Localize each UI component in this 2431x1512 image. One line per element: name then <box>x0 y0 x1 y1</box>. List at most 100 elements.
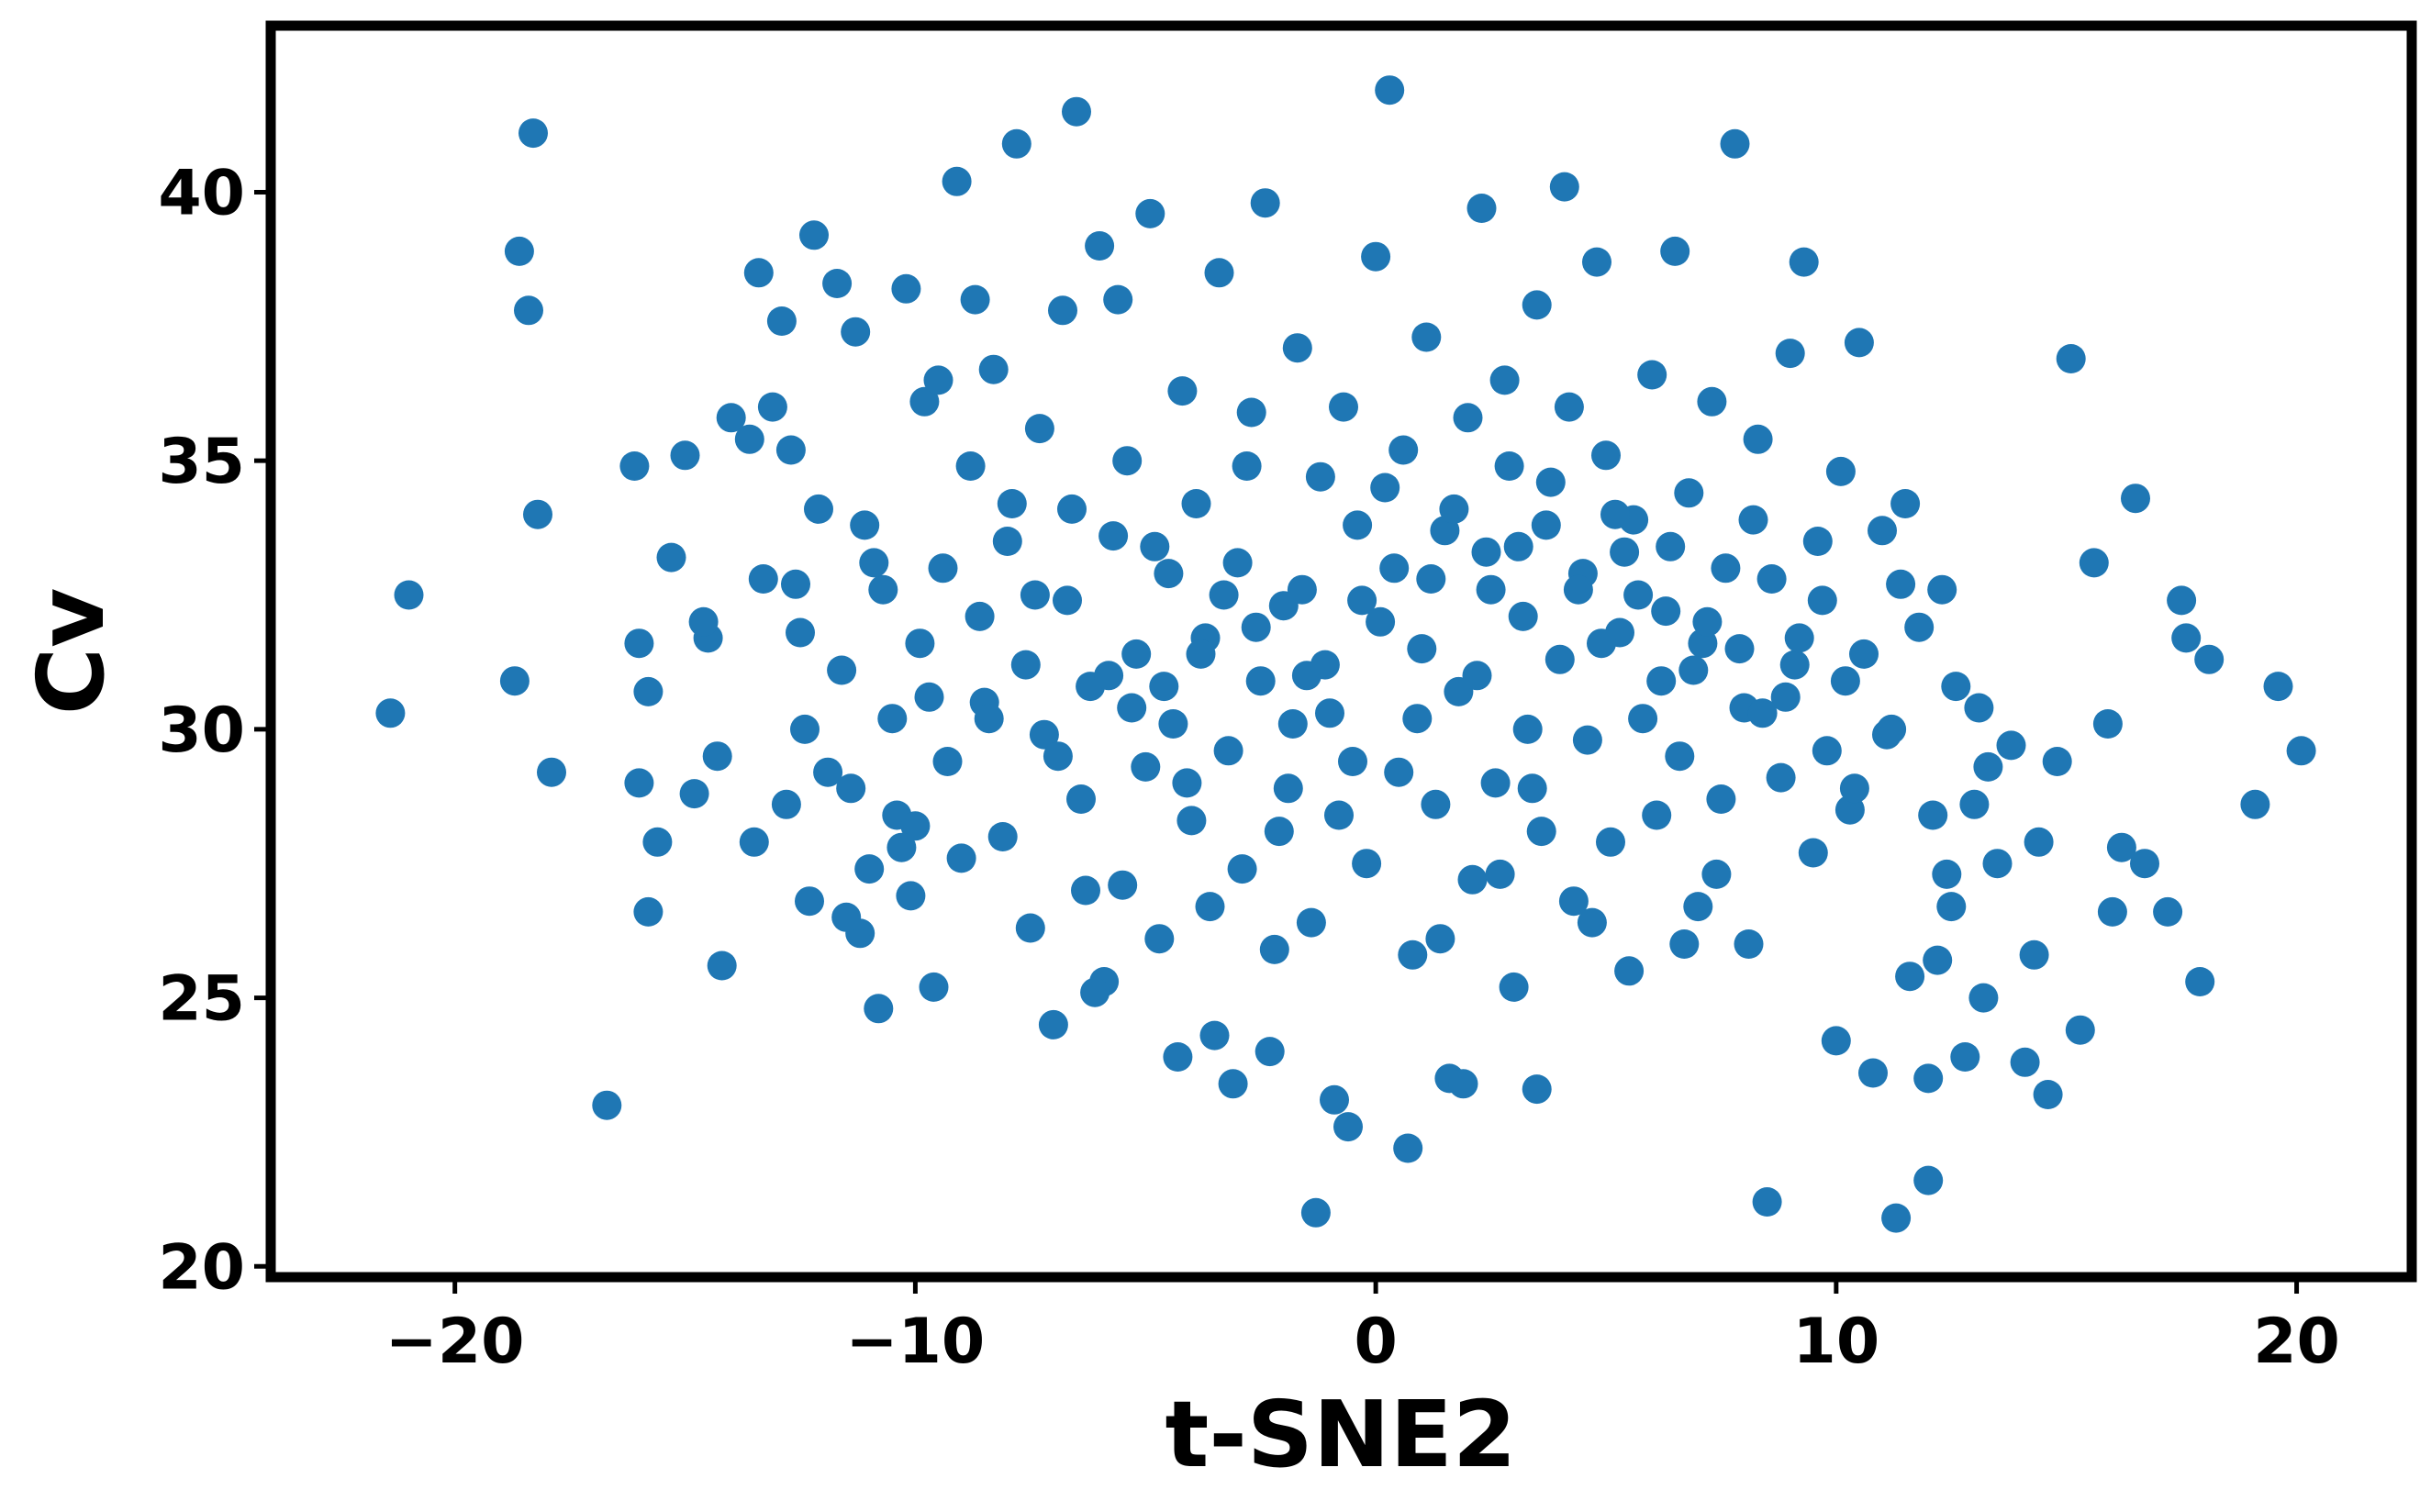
data-point <box>1825 456 1856 486</box>
data-point <box>992 527 1022 556</box>
data-point <box>1338 747 1367 776</box>
data-point <box>1329 392 1358 422</box>
data-point <box>1421 789 1451 819</box>
data-point <box>1858 1058 1888 1088</box>
data-point <box>2079 548 2109 578</box>
data-point <box>1489 365 1520 395</box>
y-tick-label: 25 <box>158 963 245 1036</box>
data-point <box>1996 730 2026 761</box>
data-point <box>1968 983 1999 1013</box>
data-point <box>1476 574 1506 605</box>
data-point <box>624 628 654 659</box>
data-point <box>864 994 894 1024</box>
data-point <box>1674 478 1704 508</box>
data-point <box>854 854 885 884</box>
data-point <box>592 1090 622 1120</box>
data-point <box>1379 553 1410 584</box>
data-point <box>1849 639 1879 669</box>
data-point <box>1692 606 1723 637</box>
data-point <box>1135 198 1165 228</box>
data-point <box>799 220 829 250</box>
data-point <box>1623 580 1654 610</box>
data-point <box>1973 751 2003 782</box>
data-point <box>1048 295 1077 326</box>
data-point <box>519 118 548 149</box>
data-points <box>375 75 2316 1233</box>
data-point <box>891 273 921 304</box>
data-point <box>1706 784 1736 814</box>
data-point <box>1471 537 1501 567</box>
data-point <box>1199 1020 1230 1051</box>
data-point <box>1232 451 1262 481</box>
data-point <box>1241 612 1271 642</box>
x-axis-label: t-SNE2 <box>1165 1381 1517 1488</box>
data-point <box>1264 817 1294 847</box>
data-point <box>1936 892 1967 922</box>
data-point <box>1416 564 1446 594</box>
x-tick-label: 0 <box>1354 1306 1397 1378</box>
data-point <box>1140 531 1170 561</box>
data-point <box>1752 1187 1782 1217</box>
data-point <box>1121 639 1152 669</box>
data-point <box>1770 682 1801 712</box>
data-point <box>656 542 686 573</box>
data-point <box>781 569 810 599</box>
data-point <box>1660 236 1690 266</box>
data-point <box>1057 494 1087 524</box>
data-point <box>748 564 778 594</box>
data-point <box>1927 574 1957 605</box>
data-point <box>1117 693 1147 723</box>
x-tick-label: 20 <box>2253 1306 2340 1378</box>
data-point <box>1563 574 1593 605</box>
data-point <box>1388 435 1419 465</box>
data-point <box>928 553 958 584</box>
data-point <box>868 574 898 605</box>
data-point <box>1881 1203 1912 1233</box>
data-point <box>624 768 654 798</box>
data-point <box>1227 854 1257 884</box>
data-point <box>1913 1165 1944 1195</box>
data-point <box>1020 580 1050 610</box>
data-point <box>1779 650 1810 680</box>
data-point <box>2106 832 2136 862</box>
data-point <box>822 269 853 298</box>
data-point <box>1868 516 1897 546</box>
data-point <box>1347 585 1377 616</box>
data-point <box>619 451 650 481</box>
data-point <box>1163 1042 1193 1072</box>
data-point <box>1029 719 1059 750</box>
data-point <box>1913 1063 1944 1094</box>
data-point <box>1273 773 1303 804</box>
data-point <box>1895 962 1925 992</box>
x-axis-ticks: −20 −10 0 10 20 <box>385 1277 2340 1378</box>
data-point <box>1112 446 1143 476</box>
data-point <box>1890 489 1921 518</box>
data-point <box>1080 977 1110 1007</box>
data-point <box>1282 333 1312 363</box>
data-point <box>1665 741 1695 772</box>
data-point <box>974 704 1004 734</box>
data-point <box>1798 838 1828 868</box>
data-point <box>1131 751 1161 782</box>
data-point <box>1010 650 1041 680</box>
data-point <box>2130 849 2159 879</box>
data-point <box>1558 886 1589 917</box>
data-point <box>841 317 871 347</box>
data-point <box>1544 644 1575 674</box>
data-point <box>1646 666 1677 696</box>
data-point <box>997 489 1027 518</box>
data-point <box>642 827 673 857</box>
data-point <box>1877 714 1907 744</box>
data-point <box>836 773 866 804</box>
data-point <box>1375 75 1405 106</box>
data-point <box>1522 290 1552 320</box>
data-point <box>1439 494 1469 524</box>
data-point <box>887 832 917 862</box>
data-point <box>2056 344 2086 373</box>
data-point <box>1158 709 1188 739</box>
data-point <box>679 779 709 809</box>
data-point <box>1839 773 1869 804</box>
data-point <box>1181 489 1211 518</box>
data-point <box>1296 907 1326 938</box>
data-point <box>1499 972 1529 1002</box>
